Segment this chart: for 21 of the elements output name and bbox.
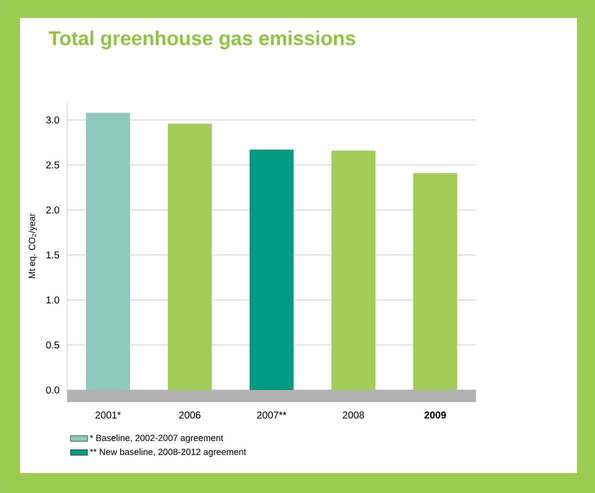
x-tick-label: 2009: [424, 412, 446, 419]
x-tick-label: 2001*: [95, 412, 121, 419]
chart-title: Total greenhouse gas emissions: [48, 30, 356, 50]
bar: [413, 173, 458, 390]
x-tick-label: 2008: [342, 412, 364, 419]
bar: [168, 124, 212, 390]
bar: [250, 150, 294, 390]
legend-label: ** New baseline, 2008-2012 agreement: [90, 448, 246, 457]
y-tick-label: 2.5: [46, 161, 60, 169]
legend-label: * Baseline, 2002-2007 agreement: [90, 434, 224, 443]
bar: [331, 150, 376, 390]
y-axis-title: Mt eq. CO$_{2}$/year: [28, 213, 37, 278]
bar: [86, 112, 130, 390]
y-tick-label: 3.0: [46, 116, 60, 124]
y-tick-label: 1.5: [46, 252, 60, 258]
x-tick-label: 2006: [179, 412, 200, 419]
y-tick-label: 0.0: [46, 386, 60, 394]
y-tick-label: 1.0: [46, 296, 60, 304]
x-tick-label: 2007**: [257, 412, 286, 419]
y-tick-label: 0.5: [46, 341, 60, 349]
y-tick-label: 2.0: [46, 206, 60, 214]
